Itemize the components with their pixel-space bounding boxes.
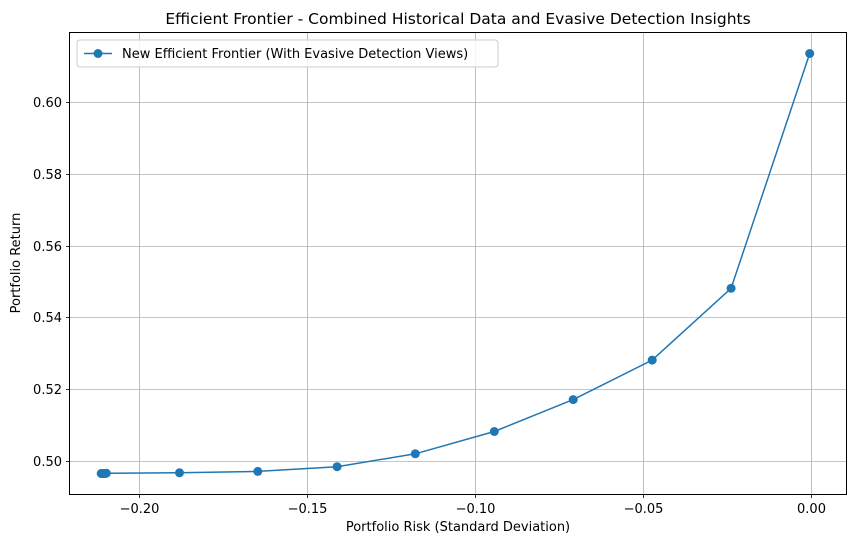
grid	[70, 33, 846, 494]
x-tick-label: 0.00	[797, 502, 826, 517]
y-axis: 0.50 0.52 0.54 0.56 0.58 0.60	[33, 96, 70, 470]
x-axis: −0.20 −0.15 −0.10 −0.05 0.00	[120, 494, 826, 517]
y-tick-label: 0.60	[33, 96, 62, 111]
y-tick-label: 0.54	[33, 311, 62, 326]
chart-title: Efficient Frontier - Combined Historical…	[165, 10, 750, 28]
y-axis-label: Portfolio Return	[9, 213, 24, 314]
data-point	[175, 468, 184, 478]
y-tick-label: 0.58	[33, 168, 62, 183]
data-point	[410, 449, 420, 459]
legend-entry-label: New Efficient Frontier (With Evasive Det…	[122, 47, 468, 62]
x-tick-label: −0.20	[120, 502, 160, 517]
data-point	[253, 466, 263, 476]
y-tick-label: 0.56	[33, 240, 62, 255]
data-point	[332, 462, 342, 472]
data-point	[647, 355, 657, 365]
plot-frame	[69, 32, 847, 495]
y-tick-label: 0.52	[33, 383, 62, 398]
x-tick-label: −0.15	[288, 502, 328, 517]
legend-box	[76, 39, 499, 68]
x-axis-label: Portfolio Risk (Standard Deviation)	[346, 520, 570, 535]
x-tick-label: −0.10	[456, 502, 496, 517]
legend-marker-sample	[93, 49, 103, 58]
data-point	[805, 49, 815, 58]
data-point	[726, 283, 736, 293]
x-tick-label: −0.05	[624, 502, 664, 517]
data-point	[489, 427, 499, 436]
y-tick-label: 0.50	[33, 455, 62, 470]
legend: New Efficient Frontier (With Evasive Det…	[76, 39, 499, 68]
data-point	[568, 395, 578, 405]
series-group	[96, 49, 815, 478]
data-point	[101, 468, 111, 478]
